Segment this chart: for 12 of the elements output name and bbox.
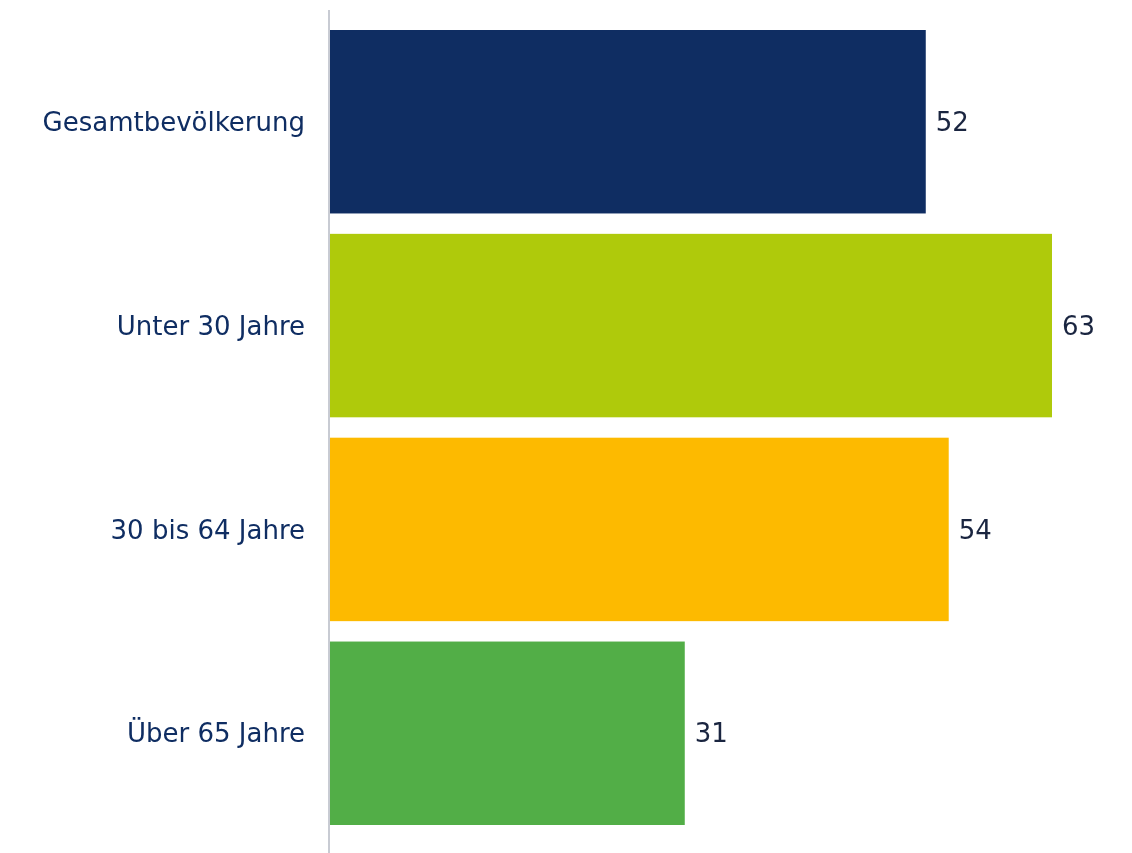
data-label: 31	[694, 718, 728, 749]
y-tick-label: Über 65 Jahre	[126, 717, 305, 749]
bar	[329, 30, 926, 214]
bar	[329, 233, 1052, 418]
y-tick-label: 30 bis 64 Jahre	[110, 514, 305, 545]
bar	[329, 437, 949, 622]
y-tick-label: Unter 30 Jahre	[116, 310, 305, 341]
data-label: 52	[935, 106, 969, 137]
y-tick-label: Gesamtbevölkerung	[42, 106, 305, 137]
data-label: 63	[1062, 310, 1096, 341]
bar	[329, 641, 685, 825]
data-label: 54	[958, 514, 992, 545]
